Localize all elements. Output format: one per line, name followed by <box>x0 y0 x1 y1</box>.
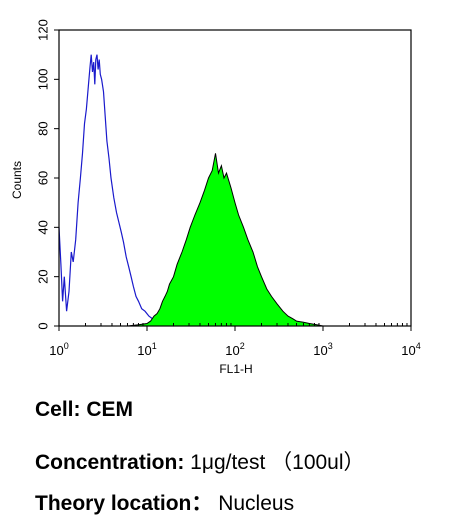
flow-cytometry-histogram: 0 20 40 60 80 100 120 100 101 102 103 104 Counts FL… <box>10 19 421 376</box>
y-tick-label-6: 120 <box>35 19 50 41</box>
y-tick-label-1: 20 <box>35 269 50 283</box>
y-tick-label-5: 100 <box>35 68 50 90</box>
x-tick-label-2: 102 <box>225 341 244 358</box>
plot-layer <box>58 54 324 327</box>
cell-label: Cell: <box>35 398 81 421</box>
theory-value: Nucleus <box>218 492 295 515</box>
theory-label: Theory location： <box>35 492 213 515</box>
x-tick-label-4: 104 <box>401 341 420 358</box>
y-tick-label-3: 60 <box>35 171 50 185</box>
series-0-outline-histogram <box>58 54 174 327</box>
y-tick-label-2: 40 <box>35 220 50 234</box>
x-axis-title: FL1-H <box>219 362 252 376</box>
cell-value: CEM <box>86 398 134 421</box>
x-tick-label-0: 100 <box>49 341 68 358</box>
x-tick-label-1: 101 <box>137 341 156 358</box>
theory-caption: Theory location： Nucleus <box>35 487 294 517</box>
concentration-value: 1μg/test （100ul） <box>190 451 365 474</box>
x-tick-label-3: 103 <box>313 341 332 358</box>
cell-caption: Cell: CEM <box>35 398 133 422</box>
y-axis-title: Counts <box>10 161 24 199</box>
concentration-label: Concentration: <box>35 451 185 474</box>
series-1-filled-histogram <box>127 153 324 327</box>
axis-layer: 0 20 40 60 80 100 120 100 101 102 103 104 <box>35 19 420 358</box>
y-tick-label-0: 0 <box>35 322 50 329</box>
y-tick-label-4: 80 <box>35 121 50 135</box>
concentration-caption: Concentration: 1μg/test （100ul） <box>35 446 365 476</box>
